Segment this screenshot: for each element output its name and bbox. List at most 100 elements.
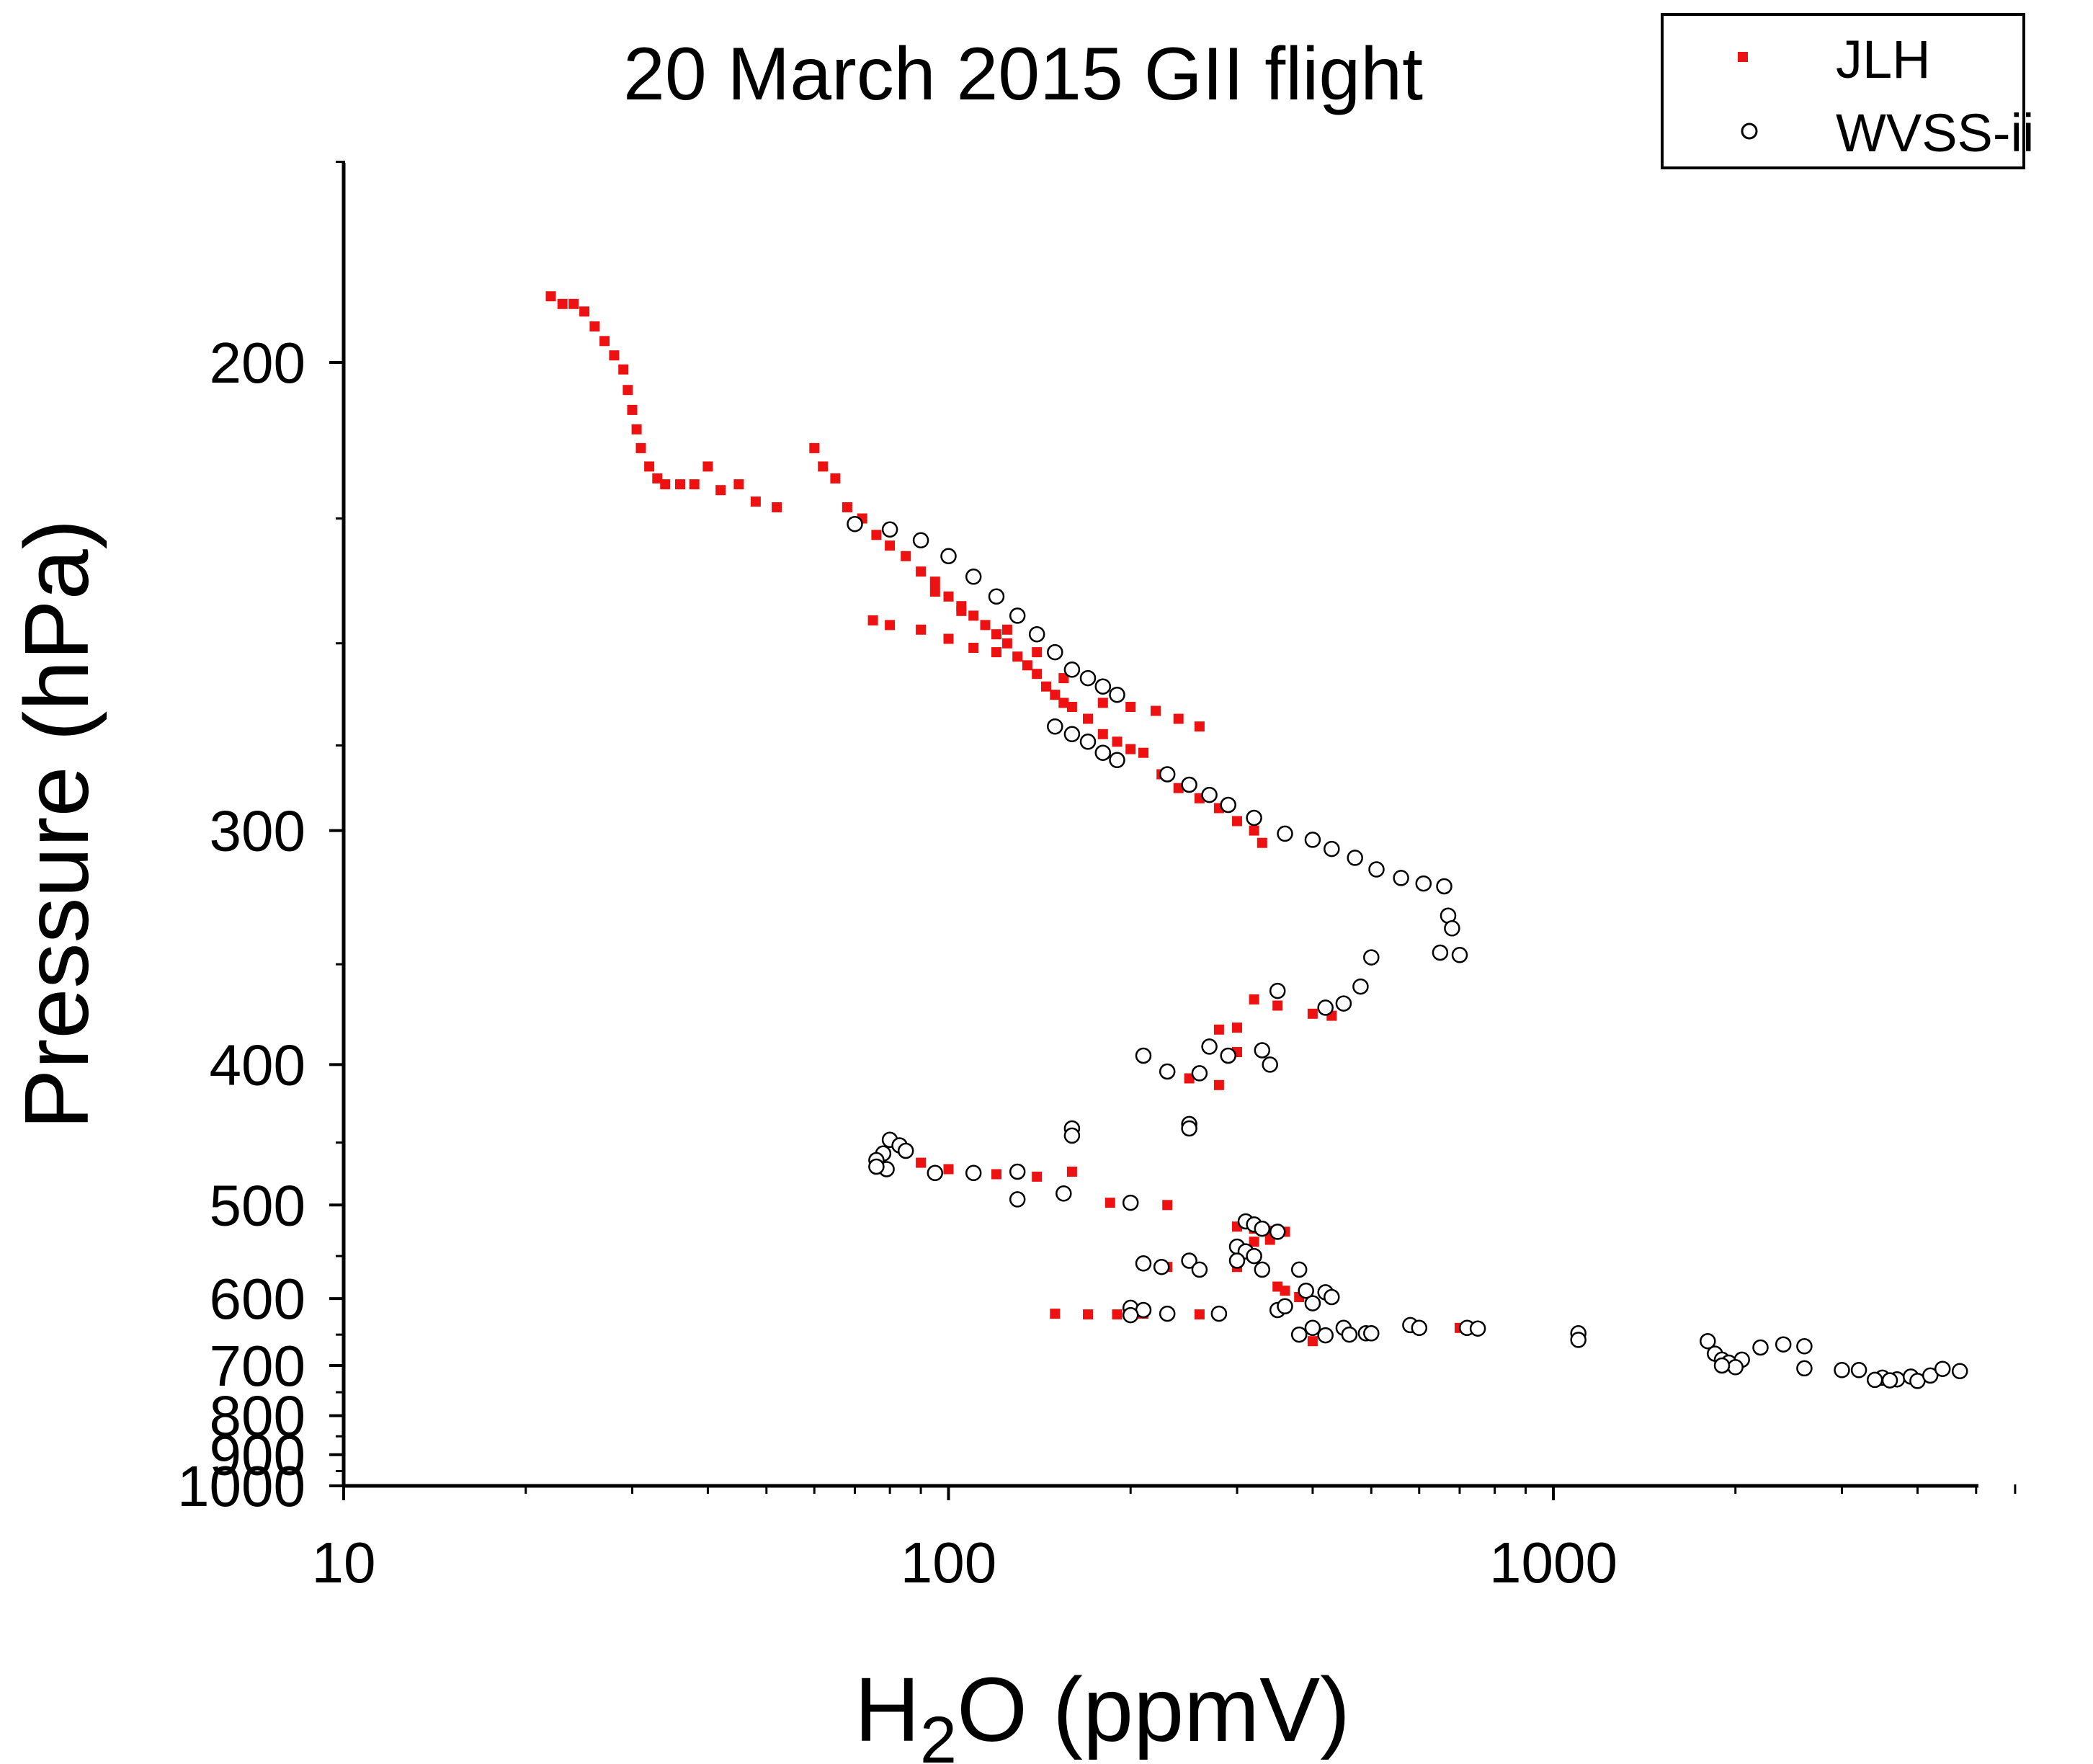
jlh-point [568,298,579,309]
wvss-point [912,532,929,549]
y-tick-label: 800 [210,1384,305,1448]
jlh-point [867,615,878,625]
wvss-point [1201,786,1218,803]
wvss-point [868,1158,885,1175]
wvss-point [1850,1362,1867,1378]
jlh-point [1232,816,1242,827]
wvss-point [1432,944,1449,961]
wvss-point [1363,949,1380,966]
wvss-point [1341,1326,1358,1343]
jlh-point [1249,825,1259,836]
legend-label-wvss: WVSS-ii [1836,103,2034,163]
jlh-point [809,442,820,453]
wvss-point [1254,1261,1271,1278]
wvss-point [1335,995,1352,1012]
wvss-point [1135,1255,1152,1272]
jlh-point [622,385,633,396]
wvss-point [1393,870,1409,886]
jlh-point [702,461,713,472]
jlh-point [1112,1309,1123,1320]
wvss-point [1056,1185,1072,1202]
jlh-point [991,647,1001,658]
jlh-point [1083,1309,1093,1320]
wvss-point [1262,1056,1278,1073]
wvss-point [1304,1295,1321,1311]
jlh-point [1066,1167,1077,1177]
wvss-point [1752,1339,1769,1356]
wvss-point [1277,825,1293,842]
jlh-point [1083,713,1093,724]
wvss-point [1191,1065,1208,1082]
y-tick-label: 700 [210,1334,305,1398]
jlh-point [545,291,556,302]
jlh-point [1012,651,1023,662]
jlh-point [609,350,620,361]
x-axis-title-base: H [854,1659,920,1760]
x-tick-label: 10 [312,1531,376,1595]
jlh-point [1232,1023,1242,1033]
jlh-point [968,610,979,621]
wvss-point [1220,796,1236,814]
wvss-point [927,1164,944,1182]
jlh-point [772,502,782,512]
wvss-point [1094,678,1112,695]
jlh-point [956,605,967,616]
wvss-point [897,1142,914,1159]
jlh-point [818,461,829,472]
x-axis-title: H2O (ppmV) [854,1659,1350,1764]
jlh-point [943,1164,954,1175]
wvss-point [1210,1305,1228,1322]
wvss-point [1122,1194,1139,1211]
chart-title: 20 March 2015 GII flight [623,32,1423,116]
wvss-point [1347,850,1363,866]
wvss-point [1047,718,1063,735]
jlh-point [579,306,590,317]
wvss-point [1352,978,1369,995]
legend-marker-wvss [1741,122,1758,140]
jlh-point [916,624,927,635]
wvss-point [1220,1047,1236,1064]
wvss-point [1436,878,1452,895]
jlh-point [1001,624,1012,635]
wvss-point [965,569,982,585]
wvss-point [1228,1252,1246,1269]
wvss-point [1415,875,1432,892]
wvss-point [1079,734,1097,750]
jlh-point [1125,702,1136,712]
wvss-point [1254,1220,1271,1237]
jlh-point [1173,783,1184,793]
wvss-point [1181,1120,1197,1137]
jlh-point [830,473,841,484]
x-axis-ticks: 10 100 1000 [312,1484,2017,1595]
wvss-point [1290,1326,1308,1343]
wvss-point [1159,766,1176,783]
wvss-point [1109,686,1125,703]
wvss-point [881,521,898,538]
wvss-point [1254,1042,1271,1059]
wvss-point [1411,1319,1428,1337]
jlh-point [1257,837,1267,848]
jlh-point [675,479,685,490]
jlh-point [1184,1073,1195,1084]
jlh-point [652,473,663,484]
jlh-point [1066,702,1077,712]
wvss-point [1079,669,1097,687]
jlh-point [1050,690,1061,700]
jlh-point [715,485,726,496]
wvss-point [1159,1063,1176,1080]
wvss-point [1153,1258,1170,1275]
jlh-point [1097,698,1108,708]
jlh-point [885,620,896,631]
jlh-point [627,404,638,415]
wvss-point [1363,1325,1380,1342]
x-axis-title-rest: O (ppmV) [957,1659,1350,1760]
jlh-point [1050,1309,1061,1319]
series-wvss-points [847,515,1968,1389]
jlh-point [618,364,629,375]
jlh-point [1001,638,1012,649]
jlh-point [1173,713,1184,724]
jlh-point [991,629,1001,640]
jlh-point [991,1169,1001,1180]
series-jlh-points [545,291,1465,1347]
